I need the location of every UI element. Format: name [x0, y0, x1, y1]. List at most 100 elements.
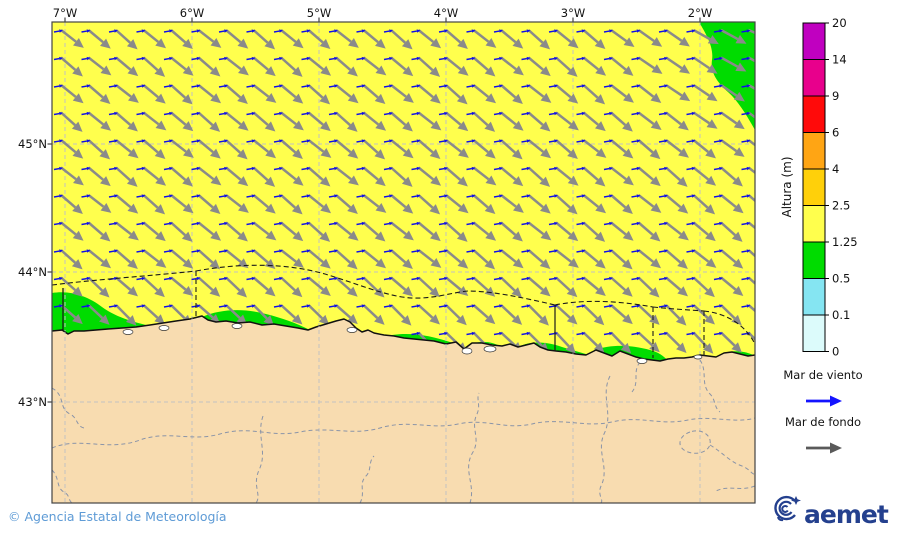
swell-arrow-head — [401, 176, 413, 187]
wind-sea-arrow-head — [664, 276, 668, 281]
swell-arrow-head — [210, 148, 221, 159]
wind-sea-arrow-shaft — [53, 195, 60, 198]
wind-sea-arrow-shaft — [163, 250, 170, 253]
wind-sea-arrow-shaft — [81, 167, 88, 171]
wind-sea-arrow-shaft — [548, 167, 555, 171]
wind-sea-arrow-shaft — [53, 167, 60, 171]
wind-sea-arrow-head — [609, 166, 613, 171]
swell-arrow-shaft — [115, 249, 132, 264]
wind-sea-arrow-head — [416, 276, 421, 281]
swell-arrow-shaft — [500, 111, 517, 126]
swell-arrow-shaft — [610, 249, 626, 264]
swell-arrow-shaft — [747, 249, 755, 258]
wind-sea-arrow-shaft — [108, 195, 115, 198]
swell-arrow-head — [567, 175, 579, 186]
swell-arrow-head — [650, 258, 662, 269]
wind-sea-arrow-head — [609, 139, 613, 143]
swell-arrow-shaft — [472, 221, 490, 236]
swell-arrow-head — [484, 66, 496, 77]
swell-arrow-shaft — [582, 194, 600, 208]
swell-arrow-head — [648, 287, 660, 298]
wind-sea-arrow-head — [389, 304, 393, 308]
colorbar-segment-0.1-0.5 — [802, 278, 826, 316]
wind-sea-arrow-head — [86, 304, 91, 308]
wind-sea-arrow-shaft — [218, 57, 225, 61]
swell-arrow-head — [566, 204, 578, 215]
wind-sea-arrow-head — [141, 139, 146, 143]
swell-arrow-shaft — [637, 56, 655, 70]
wind-sea-arrow-head — [279, 194, 283, 198]
swell-arrow-head — [513, 202, 524, 213]
wind-sea-arrow-shaft — [81, 140, 88, 143]
swell-arrow-shaft — [390, 56, 407, 71]
swell-arrow-shaft — [747, 83, 755, 91]
swell-arrow-head — [623, 37, 635, 48]
wind-sea-arrow-shaft — [686, 57, 693, 61]
swell-arrow-shaft — [170, 111, 187, 126]
wind-sea-arrow-head — [251, 56, 256, 61]
swell-arrow-shaft — [527, 194, 544, 209]
swell-arrow-shaft — [362, 304, 379, 319]
swell-arrow-shaft — [225, 221, 242, 236]
wind-sea-arrow-head — [169, 84, 173, 88]
swell-arrow-shaft — [335, 194, 352, 209]
wind-sea-arrow-head — [361, 139, 366, 143]
swell-arrow-head — [733, 147, 745, 157]
wind-sea-arrow-shaft — [53, 57, 60, 61]
wind-sea-arrow-head — [554, 111, 558, 116]
wind-sea-arrow-head — [169, 139, 173, 143]
wind-sea-arrow-shaft — [686, 30, 693, 33]
wind-sea-arrow-shaft — [438, 30, 445, 33]
wind-sea-arrow-shaft — [81, 250, 88, 253]
swell-arrow-shaft — [417, 166, 435, 181]
wind-sea-arrow-shaft — [521, 140, 528, 143]
wind-sea-arrow-shaft — [576, 140, 583, 143]
wind-sea-arrow-head — [746, 276, 751, 281]
wind-sea-arrow-shaft — [438, 250, 445, 253]
swell-arrow-shaft — [417, 84, 434, 99]
swell-arrow-head — [348, 175, 359, 186]
wind-sea-arrow-head — [251, 221, 256, 226]
wind-sea-arrow-shaft — [218, 167, 225, 171]
wind-sea-arrow-shaft — [603, 305, 610, 308]
wind-sea-arrow-shaft — [136, 140, 143, 143]
wind-sea-arrow-shaft — [383, 112, 390, 116]
swell-arrow-shaft — [170, 139, 187, 153]
wind-sea-arrow-head — [636, 331, 641, 336]
swell-arrow-head — [320, 121, 331, 132]
wind-sea-arrow-head — [471, 304, 476, 308]
swell-arrow-head — [485, 175, 497, 186]
swell-arrow-head — [457, 203, 469, 214]
swell-arrow-head — [402, 66, 414, 77]
wind-sea-arrow-shaft — [246, 167, 253, 171]
wind-sea-arrow-head — [279, 166, 283, 171]
wind-sea-arrow-head — [609, 194, 613, 198]
swell-arrow-head — [595, 121, 606, 132]
wind-sea-arrow-head — [361, 221, 366, 226]
wind-sea-arrow-head — [361, 194, 366, 198]
wind-sea-arrow-shaft — [328, 112, 335, 116]
swell-arrow-shaft — [610, 139, 627, 154]
wind-sea-arrow-head — [251, 84, 256, 88]
wind-sea-arrow-head — [196, 276, 201, 281]
swell-arrow-head — [457, 38, 468, 50]
wind-sea-arrow-head — [114, 29, 118, 33]
swell-arrow-head — [622, 121, 633, 132]
wind-sea-arrow-shaft — [438, 277, 445, 281]
swell-arrow-head — [567, 231, 579, 242]
wind-sea-arrow-shaft — [466, 277, 473, 281]
wind-sea-arrow-head — [719, 194, 723, 198]
wind-sea-arrow-head — [526, 56, 531, 61]
swell-arrow-head — [622, 65, 634, 76]
wind-sea-arrow-head — [526, 111, 531, 116]
wind-sea-arrow-shaft — [631, 30, 638, 33]
wind-sea-arrow-head — [719, 111, 723, 116]
wind-sea-arrow-shaft — [356, 140, 363, 143]
swell-arrow-head — [292, 231, 304, 242]
swell-arrow-head — [401, 39, 413, 50]
wind-sea-arrow-shaft — [686, 167, 693, 171]
wind-sea-arrow-shaft — [356, 112, 363, 116]
wind-sea-arrow-shaft — [218, 30, 225, 33]
swell-arrow-shaft — [87, 304, 104, 319]
wind-sea-arrow-shaft — [603, 112, 610, 116]
